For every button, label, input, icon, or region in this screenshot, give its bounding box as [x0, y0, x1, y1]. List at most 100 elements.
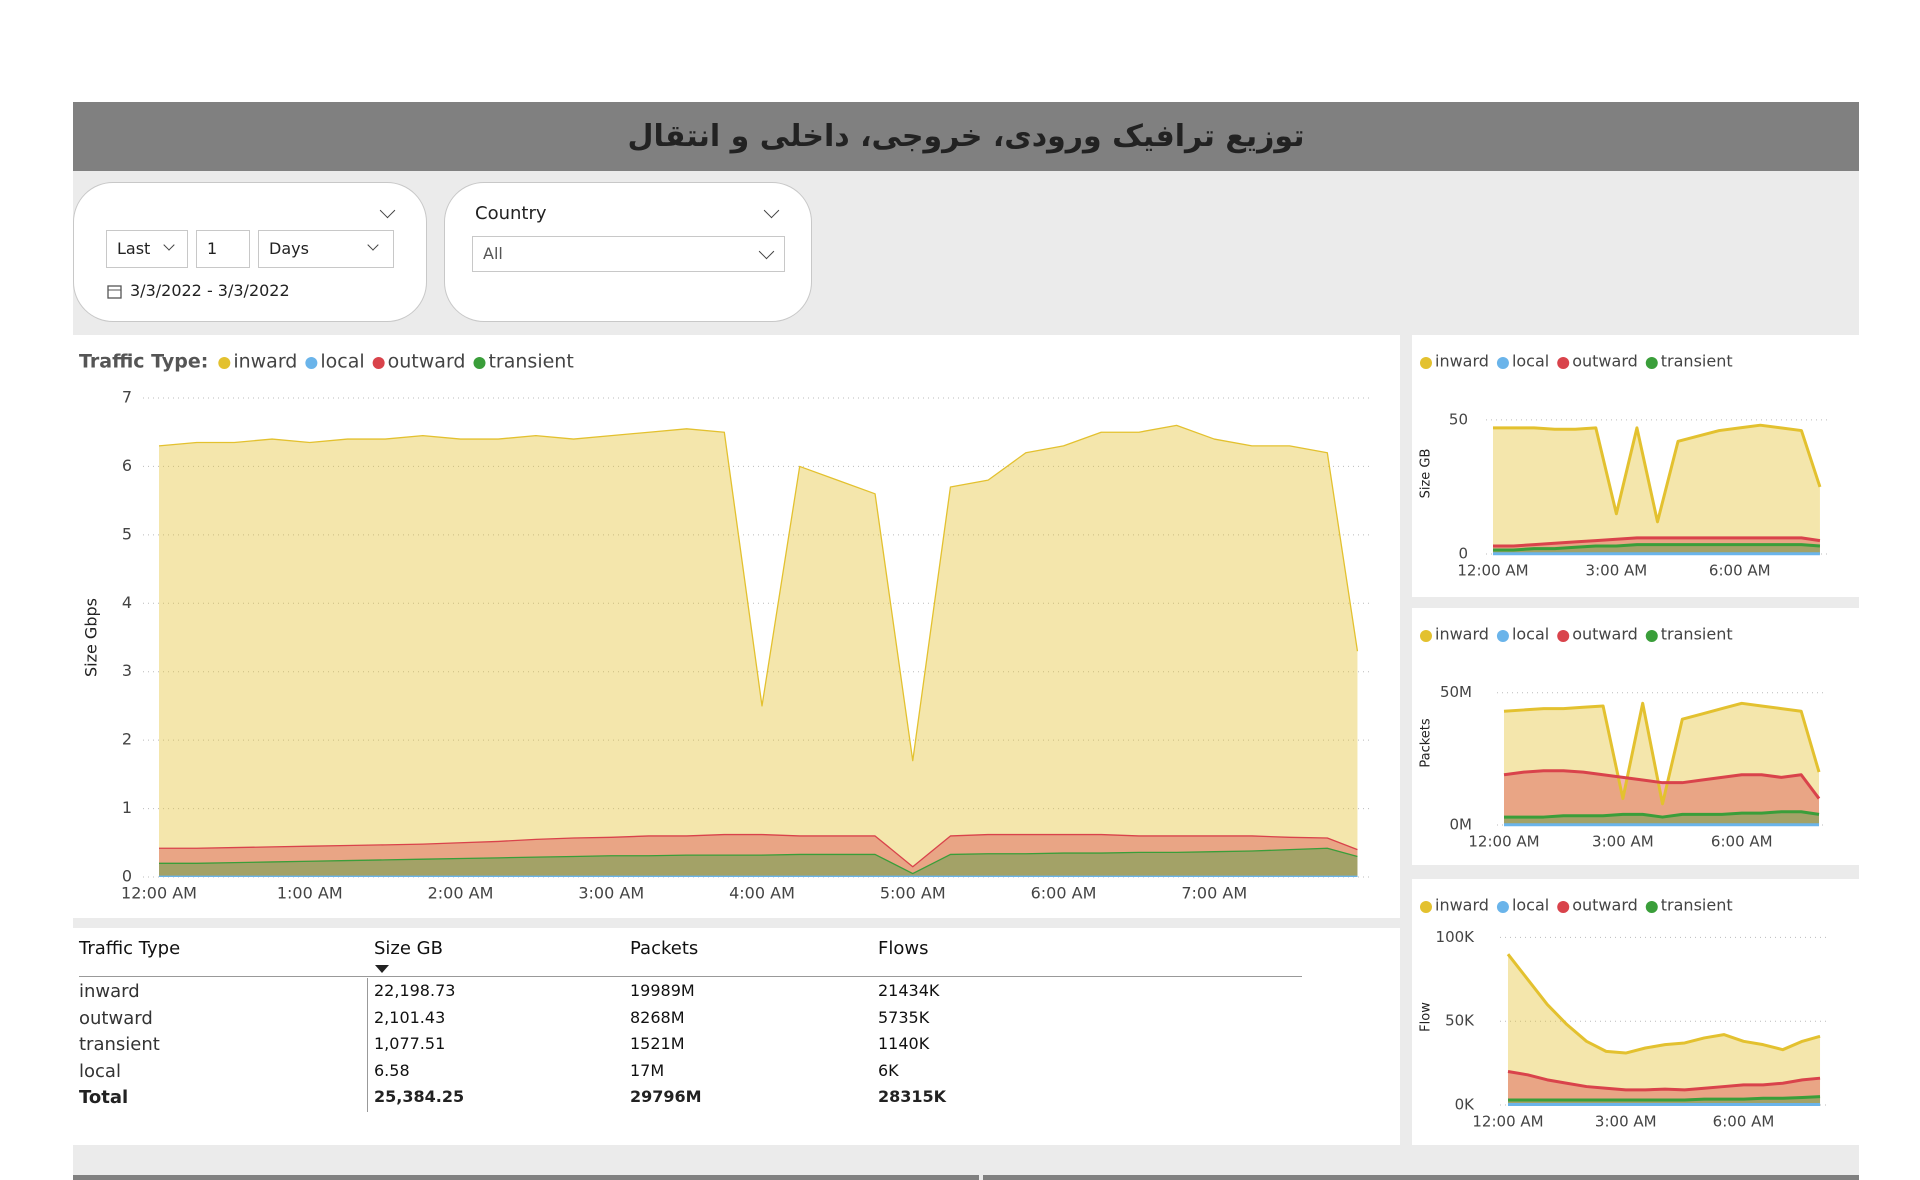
area-line [1493, 536, 1821, 548]
x-tick-label: 12:00 AM [1472, 1113, 1543, 1131]
y-tick-label: 1 [122, 798, 132, 817]
area-fill [159, 425, 1358, 877]
table-cell: 8268M [630, 1007, 685, 1027]
area-line [1503, 701, 1821, 806]
table-cell: Traffic Type [79, 938, 181, 959]
legend-label: inward [1435, 352, 1489, 371]
x-tick-label: 3:00 AM [1592, 833, 1654, 851]
table-cell: 17M [630, 1060, 665, 1080]
legend-marker [1496, 630, 1509, 642]
sort-indicator [375, 965, 389, 973]
area-line [1493, 543, 1821, 552]
table-cell: 21434K [878, 981, 940, 1000]
y-axis-label: Size GB [1419, 449, 1434, 499]
y-tick-label: 50 [1449, 410, 1468, 428]
legend-marker [372, 357, 385, 369]
legend-label: outward [388, 351, 466, 373]
area-line [1503, 769, 1821, 800]
y-tick-label: 5 [122, 524, 132, 543]
legend-label: inward [233, 351, 297, 373]
area-line [1507, 1070, 1821, 1092]
area-line [1493, 423, 1822, 524]
calendar-icon [107, 285, 122, 299]
y-axis-label: Packets [1419, 718, 1434, 768]
area-fill [1504, 703, 1820, 825]
table-cell: 1521M [630, 1034, 685, 1053]
legend-label: outward [1572, 625, 1638, 644]
legend-label: transient [1661, 625, 1733, 644]
count: 1 [207, 239, 218, 258]
area-line [158, 424, 1359, 762]
area-fill [1493, 425, 1820, 554]
table-cell: Total [79, 1087, 129, 1108]
legend-marker [1645, 357, 1658, 369]
column-rule [367, 978, 368, 1112]
x-tick-label: 6:00 AM [1031, 884, 1097, 903]
legend-marker [218, 357, 231, 369]
header: توزیع ترافیک ورودی، خروجی، داخلی و انتقا… [73, 102, 1859, 171]
table-cell: 1,077.51 [374, 1034, 446, 1053]
area-line [1504, 810, 1820, 819]
table-cell: outward [79, 1007, 153, 1029]
legend-label: transient [1661, 896, 1733, 915]
y-tick-label: 0 [1458, 545, 1468, 563]
x-tick-label: 12:00 AM [1468, 833, 1539, 851]
table-cell: local [79, 1060, 121, 1082]
table-cell: Size GB [374, 938, 443, 959]
table-cell: 6.58 [374, 1060, 410, 1080]
x-tick-label: 4:00 AM [729, 884, 795, 903]
country-dropdown[interactable]: All [472, 236, 785, 272]
legend-label: outward [1572, 896, 1638, 915]
legend-marker [1557, 901, 1570, 913]
table-cell: 19989M [630, 981, 695, 1000]
header-rule [79, 976, 1302, 977]
legend-marker [305, 357, 318, 369]
y-tick-label: 0 [122, 867, 132, 886]
x-tick-label: 1:00 AM [277, 884, 343, 903]
y-tick-label: 50M [1440, 683, 1472, 701]
table-cell: 6K [878, 1060, 899, 1080]
table-cell: 2,101.43 [374, 1007, 446, 1027]
legend-label: transient [488, 351, 573, 373]
area-fill [1493, 544, 1820, 554]
main-panel [73, 335, 1400, 918]
x-tick-label: 6:00 AM [1711, 833, 1773, 851]
y-tick-label: 7 [122, 388, 132, 407]
x-tick-label: 12:00 AM [121, 884, 197, 903]
legend-label: local [1512, 352, 1549, 371]
y-axis-label: Flow [1419, 1002, 1434, 1032]
y-tick-label: 4 [122, 593, 132, 612]
count-input[interactable]: 1 [196, 230, 250, 268]
legend-title: Traffic Type: [79, 351, 208, 373]
legend-marker [1645, 901, 1658, 913]
y-tick-label: 3 [122, 661, 132, 680]
y-axis-label: Size Gbps [82, 598, 101, 677]
legend-label: inward [1435, 625, 1489, 644]
date-filter[interactable]: Last 1 Days 3/3/2022 - 3/3/2022 [73, 182, 427, 322]
date-range: 3/3/2022 - 3/3/2022 [130, 281, 290, 300]
y-tick-label: 50K [1445, 1012, 1475, 1030]
legend-marker [1420, 630, 1432, 642]
bottom-bar [73, 1175, 979, 1180]
y-tick-label: 6 [122, 456, 132, 475]
legend-marker [1420, 901, 1432, 913]
country-label: Country [475, 203, 547, 224]
unit-dropdown[interactable]: Days [258, 230, 394, 268]
mode: Last [117, 239, 151, 258]
legend-marker [473, 357, 486, 369]
x-tick-label: 2:00 AM [428, 884, 494, 903]
table-panel [73, 928, 1400, 1145]
country-filter[interactable]: Country All [444, 182, 812, 322]
legend-label: transient [1661, 352, 1733, 371]
area-line [159, 847, 1358, 875]
legend-marker [1496, 901, 1509, 913]
mode-dropdown[interactable]: Last [106, 230, 188, 268]
table-cell: 29796M [630, 1087, 702, 1106]
table-cell: 22,198.73 [374, 981, 456, 1000]
x-tick-label: 3:00 AM [1586, 562, 1648, 580]
y-tick-label: 2 [122, 730, 132, 749]
x-tick-label: 3:00 AM [1595, 1113, 1657, 1131]
x-tick-label: 12:00 AM [1457, 562, 1528, 580]
x-tick-label: 7:00 AM [1181, 884, 1247, 903]
